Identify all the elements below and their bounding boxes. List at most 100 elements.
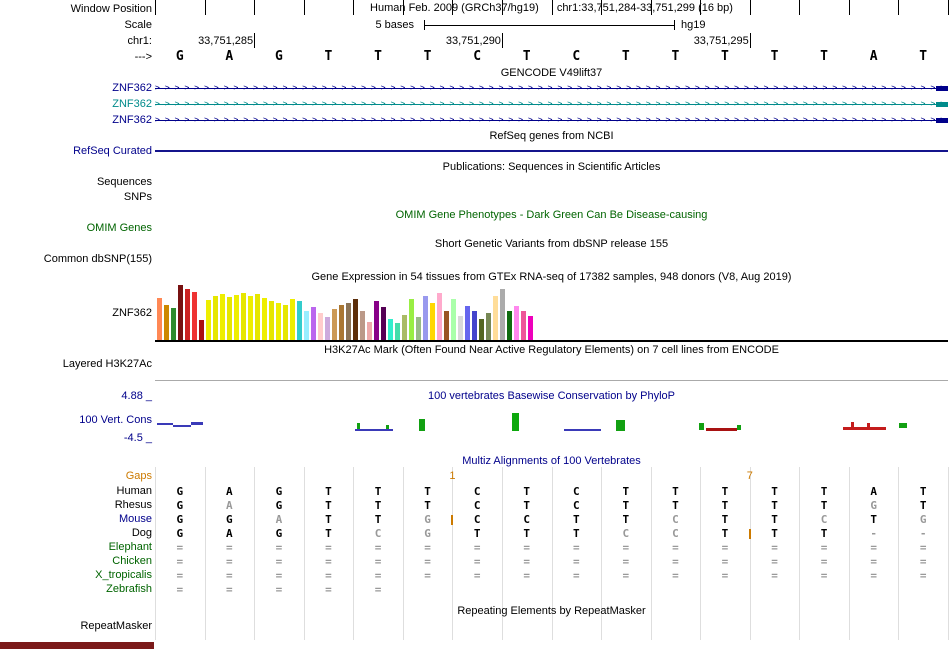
multiz-gaps-label[interactable]: Gaps bbox=[125, 470, 152, 482]
track-label[interactable]: Common dbSNP(155) bbox=[43, 253, 152, 265]
sequence-base: T bbox=[820, 49, 828, 64]
multiz-base: = bbox=[672, 555, 679, 568]
bottom-edge-bar bbox=[0, 642, 154, 649]
gtex-expression-bar bbox=[500, 289, 505, 340]
phylop-mark bbox=[899, 423, 907, 428]
multiz-base: = bbox=[325, 583, 332, 596]
column-guide bbox=[848, 467, 850, 640]
coordinate-tick bbox=[254, 33, 256, 48]
phylop-mark bbox=[706, 428, 737, 431]
gtex-baseline bbox=[155, 340, 948, 342]
sequence-base: A bbox=[869, 49, 878, 64]
multiz-base: T bbox=[473, 527, 481, 540]
track-label[interactable]: Layered H3K27Ac bbox=[62, 358, 152, 370]
track-label[interactable]: ZNF362 bbox=[112, 307, 152, 319]
track-label[interactable]: ZNF362 bbox=[112, 98, 152, 110]
multiz-base: T bbox=[771, 499, 778, 512]
track-label[interactable]: RepeatMasker bbox=[80, 620, 152, 632]
column-guide bbox=[551, 467, 553, 640]
gencode-transcript[interactable]: >>>>>>>>>>>>>>>>>>>>>>>>>>>>>>>>>>>>>>>>… bbox=[155, 99, 948, 108]
ruler-tick bbox=[254, 0, 256, 15]
column-guide bbox=[303, 467, 305, 640]
track-label[interactable]: ZNF362 bbox=[112, 82, 152, 94]
multiz-base: = bbox=[424, 569, 431, 582]
multiz-species-label[interactable]: Dog bbox=[131, 527, 152, 539]
multiz-species-label[interactable]: Chicken bbox=[112, 555, 152, 567]
gtex-expression-bar bbox=[374, 301, 379, 340]
repeatmasker-track[interactable] bbox=[155, 618, 948, 640]
gencode-transcript[interactable]: >>>>>>>>>>>>>>>>>>>>>>>>>>>>>>>>>>>>>>>>… bbox=[155, 83, 948, 92]
multiz-base: G bbox=[226, 513, 233, 526]
gtex-expression-bar bbox=[325, 317, 330, 340]
multiz-base: C bbox=[473, 499, 481, 512]
multiz-base: = bbox=[176, 569, 184, 582]
multiz-track[interactable] bbox=[155, 467, 948, 599]
multiz-base: T bbox=[325, 527, 332, 540]
gtex-expression-bar bbox=[227, 297, 232, 340]
multiz-base: = bbox=[870, 541, 877, 554]
track-label: -4.5 _ bbox=[123, 432, 152, 444]
multiz-base: C bbox=[672, 513, 679, 526]
ruler-tick bbox=[749, 0, 751, 15]
gencode-transcript[interactable]: >>>>>>>>>>>>>>>>>>>>>>>>>>>>>>>>>>>>>>>>… bbox=[155, 115, 948, 124]
refseq-curated-gene[interactable] bbox=[155, 150, 948, 152]
multiz-insertion-mark bbox=[451, 515, 454, 525]
multiz-base: T bbox=[374, 513, 382, 526]
phylop-track[interactable] bbox=[155, 402, 948, 444]
multiz-base: T bbox=[572, 527, 580, 540]
gtex-expression-bar bbox=[430, 303, 435, 340]
multiz-species-label[interactable]: Mouse bbox=[118, 513, 152, 525]
gtex-expression-bar bbox=[213, 296, 218, 340]
gtex-expression-bar bbox=[437, 293, 442, 340]
multiz-base: = bbox=[473, 541, 481, 554]
multiz-base: = bbox=[226, 555, 233, 568]
phylop-mark bbox=[843, 427, 886, 430]
multiz-base: = bbox=[176, 555, 184, 568]
track-label[interactable]: Sequences bbox=[96, 176, 152, 188]
gtex-expression-bar bbox=[472, 311, 477, 340]
phylop-mark bbox=[867, 423, 870, 427]
sequence-base: C bbox=[473, 49, 482, 64]
multiz-base: G bbox=[176, 485, 184, 498]
multiz-species-label[interactable]: Rhesus bbox=[114, 499, 152, 511]
gtex-expression-bar bbox=[458, 316, 463, 340]
multiz-base: G bbox=[919, 513, 927, 526]
multiz-base: A bbox=[226, 499, 233, 512]
multiz-base: T bbox=[374, 499, 382, 512]
gtex-expression-bar bbox=[360, 311, 365, 340]
multiz-base: = bbox=[226, 541, 233, 554]
multiz-base: T bbox=[672, 485, 679, 498]
multiz-base: T bbox=[771, 527, 778, 540]
multiz-species-label[interactable]: Human bbox=[116, 485, 152, 497]
multiz-base: G bbox=[176, 499, 184, 512]
track-label[interactable]: RefSeq Curated bbox=[73, 145, 152, 157]
multiz-species-label[interactable]: Zebrafish bbox=[106, 583, 152, 595]
multiz-base: - bbox=[919, 527, 927, 540]
track-title: Publications: Sequences in Scientific Ar… bbox=[442, 161, 661, 173]
track-label[interactable]: OMIM Genes bbox=[86, 222, 152, 234]
track-label[interactable]: ZNF362 bbox=[112, 114, 152, 126]
multiz-base: T bbox=[523, 499, 531, 512]
multiz-base: T bbox=[721, 527, 729, 540]
gtex-expression-bar bbox=[416, 317, 421, 340]
ruler-tick bbox=[948, 0, 949, 15]
multiz-species-label[interactable]: Elephant bbox=[108, 541, 152, 553]
multiz-base: C bbox=[473, 513, 481, 526]
gtex-track[interactable] bbox=[155, 283, 948, 342]
multiz-species-label[interactable]: X_tropicalis bbox=[95, 569, 152, 581]
gtex-expression-bar bbox=[171, 308, 176, 340]
multiz-base: T bbox=[820, 527, 828, 540]
multiz-base: = bbox=[572, 555, 580, 568]
multiz-base: = bbox=[176, 583, 184, 596]
sequence-base: T bbox=[374, 49, 382, 64]
track-label[interactable]: SNPs bbox=[123, 191, 152, 203]
gtex-expression-bar bbox=[234, 295, 239, 340]
multiz-base: = bbox=[473, 569, 481, 582]
multiz-base: T bbox=[523, 527, 531, 540]
track-label[interactable]: 100 Vert. Cons bbox=[79, 414, 152, 426]
multiz-base: G bbox=[424, 513, 431, 526]
gtex-expression-bar bbox=[283, 305, 288, 340]
gtex-expression-bar bbox=[199, 320, 204, 340]
sequence-base: G bbox=[274, 49, 283, 64]
column-guide bbox=[452, 467, 454, 640]
